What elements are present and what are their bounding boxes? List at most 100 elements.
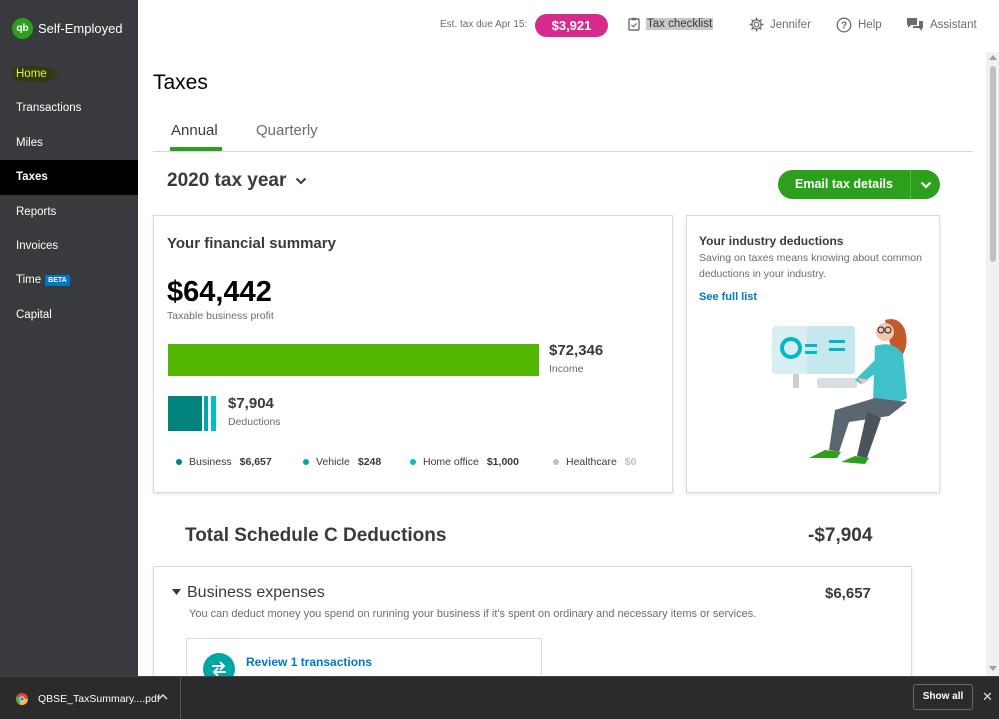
income-value: $72,346 [549, 342, 604, 359]
legend-value: $248 [357, 456, 382, 468]
beta-badge: BETA [45, 275, 70, 287]
business-expenses-title[interactable]: Business expenses [187, 584, 325, 601]
legend-item-vehicle: Vehicle $248 [303, 456, 381, 468]
industry-title: Your industry deductions [699, 234, 844, 248]
income-label: Income [549, 363, 584, 375]
scroll-thumb[interactable] [990, 66, 996, 262]
deductions-bar-business [168, 396, 202, 431]
scroll-up-arrow-icon[interactable] [989, 55, 997, 60]
brand-name: Self-Employed [38, 21, 123, 36]
close-icon[interactable]: ✕ [982, 689, 993, 704]
page-title: Taxes [153, 71, 208, 94]
browser-download-bar: QBSE_TaxSummary....pdf Show all ✕ [0, 676, 999, 719]
sidebar-item-reports[interactable]: Reports [0, 195, 138, 229]
schedule-c-total: -$7,904 [808, 525, 873, 546]
legend-dot [176, 459, 182, 465]
collapse-triangle-icon[interactable] [172, 589, 181, 596]
sidebar-item-taxes[interactable]: Taxes [0, 160, 138, 195]
page-scrollbar[interactable] [986, 52, 999, 676]
sidebar-item-label: Time [16, 274, 42, 287]
chevron-down-icon [296, 177, 307, 185]
sidebar-item-capital[interactable]: Capital [0, 298, 138, 332]
download-item[interactable]: QBSE_TaxSummary....pdf [0, 677, 181, 719]
tax-checklist-link[interactable]: Tax checklist [628, 17, 714, 31]
sidebar-item-label: Miles [16, 136, 43, 149]
legend-dot [410, 459, 416, 465]
deductions-bar-vehicle [204, 396, 208, 431]
tab-annual[interactable]: Annual [171, 122, 218, 139]
help-label: Help [858, 19, 882, 31]
assistant-link[interactable]: Assistant [906, 17, 977, 32]
sidebar-item-invoices[interactable]: Invoices [0, 229, 138, 263]
sidebar-item-label: Reports [16, 205, 57, 218]
tax-checklist-label: Tax checklist [646, 18, 714, 30]
qb-logo-icon: qb [12, 18, 33, 39]
sidebar-item-label: Transactions [16, 102, 82, 115]
sidebar-item-label: Home [12, 66, 57, 82]
help-icon: ? [836, 17, 852, 33]
deductions-bar-home-office [211, 396, 216, 431]
legend-value: $6,657 [239, 456, 272, 468]
legend-dot [303, 459, 309, 465]
email-tax-details-label[interactable]: Email tax details [778, 170, 911, 199]
chevron-down-icon [920, 181, 931, 189]
deductions-label: Deductions [228, 416, 281, 428]
top-bar: Est. tax due Apr 15: $3,921 Tax checklis… [138, 0, 999, 52]
legend-item-healthcare: Healthcare $0 [553, 456, 636, 468]
business-expenses-amount: $6,657 [825, 585, 871, 602]
legend-label: Business [189, 456, 232, 468]
income-bar [168, 344, 539, 376]
taxable-profit-value: $64,442 [167, 276, 272, 308]
schedule-c-title: Total Schedule C Deductions [185, 525, 447, 546]
legend-label: Vehicle [316, 456, 350, 468]
email-tax-details-button[interactable]: Email tax details [778, 170, 940, 199]
svg-text:?: ? [841, 21, 847, 32]
legend-label: Home office [423, 456, 479, 468]
tab-quarterly[interactable]: Quarterly [256, 122, 318, 139]
review-transactions-link[interactable]: Review 1 transactions [246, 655, 373, 669]
est-tax-badge[interactable]: $3,921 [535, 14, 608, 37]
tax-year-selector[interactable]: 2020 tax year [167, 170, 307, 192]
deductions-value: $7,904 [228, 395, 274, 412]
tax-year-label: 2020 tax year [167, 170, 287, 191]
legend-value: $1,000 [486, 456, 519, 468]
chevron-up-icon[interactable] [158, 693, 168, 700]
sidebar-item-miles[interactable]: Miles [0, 126, 138, 160]
person-at-computer-illustration [772, 319, 907, 464]
scroll-down-arrow-icon[interactable] [989, 666, 997, 671]
see-full-list-link[interactable]: See full list [699, 291, 758, 303]
gear-icon [749, 17, 764, 32]
user-name: Jennifer [770, 18, 811, 31]
sidebar-item-label: Capital [16, 308, 52, 321]
active-tab-indicator [170, 147, 222, 151]
financial-summary-card: Your financial summary $64,442 Taxable b… [153, 215, 673, 493]
industry-description: Saving on taxes means knowing about comm… [699, 252, 922, 280]
user-menu[interactable]: Jennifer [749, 17, 811, 32]
help-link[interactable]: ? Help [836, 17, 882, 33]
taxable-profit-label: Taxable business profit [167, 310, 274, 322]
sidebar-item-time[interactable]: Time BETA [0, 263, 138, 297]
chrome-icon [16, 692, 28, 705]
assistant-label: Assistant [930, 18, 977, 31]
business-expenses-description: You can deduct money you spend on runnin… [189, 608, 757, 620]
legend-item-home-office: Home office $1,000 [410, 456, 519, 468]
summary-title: Your financial summary [167, 235, 336, 252]
email-options-dropdown[interactable] [911, 170, 940, 199]
legend-item-business: Business $6,657 [176, 456, 272, 468]
legend-value: $0 [624, 456, 637, 468]
download-file-name: QBSE_TaxSummary....pdf [38, 692, 160, 705]
est-tax-label: Est. tax due Apr 15: [440, 19, 528, 30]
sidebar-item-label: Invoices [16, 239, 59, 252]
industry-deductions-card: Your industry deductions Saving on taxes… [686, 215, 940, 493]
clipboard-icon [628, 17, 640, 31]
legend-dot [553, 459, 559, 465]
legend-label: Healthcare [566, 456, 617, 468]
sidebar-item-label: Taxes [16, 171, 48, 184]
show-all-button[interactable]: Show all [913, 684, 973, 710]
chat-bubbles-icon [907, 18, 923, 31]
brand[interactable]: qb Self-Employed [12, 18, 123, 39]
sidebar-item-home[interactable]: Home [0, 57, 138, 91]
business-expenses-card: Business expenses $6,657 You can deduct … [153, 566, 912, 698]
sidebar-item-transactions[interactable]: Transactions [0, 91, 138, 125]
